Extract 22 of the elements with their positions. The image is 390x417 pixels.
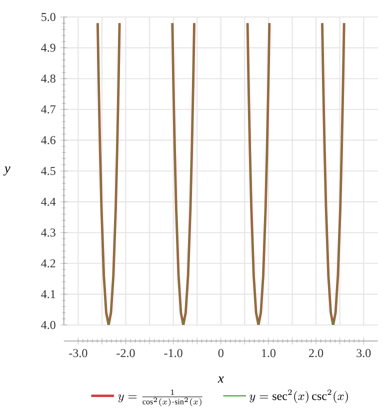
y-axis-title: y <box>3 166 10 176</box>
x-tick-label: 1.0 <box>262 349 276 358</box>
y-tick-label: 5.0 <box>42 12 56 22</box>
x-tick-label: -1.0 <box>164 349 182 358</box>
y-tick-label: 4.9 <box>41 44 56 52</box>
y-tick-label: 4.8 <box>41 74 56 83</box>
x-tick-label: 3.0 <box>356 349 371 358</box>
y-tick-label: 4.6 <box>41 136 56 144</box>
x-tick-label: 0 <box>218 349 224 358</box>
x-axis-title: x <box>218 376 224 383</box>
y-tick-label: 4.3 <box>41 228 56 237</box>
legend-label: $y=\frac{1}{\cos^2(x)\cdot\sin^2(x)}$ <box>118 390 202 406</box>
x-tick-label: -2.0 <box>116 349 135 358</box>
y-tick-label: 4.7 <box>41 105 56 114</box>
y-tick-label: 4.1 <box>41 290 56 298</box>
y-tick-label: 4.4 <box>41 198 56 206</box>
x-tick-label: -3.0 <box>69 349 88 358</box>
x-tick-label: 2.0 <box>309 349 324 358</box>
legend-label: $y=\sec^2(x)\csc^2(x)$ <box>250 390 348 403</box>
y-tick-label: 4.5 <box>41 166 56 176</box>
y-tick-label: 4.0 <box>41 320 56 330</box>
y-tick-label: 4.2 <box>41 259 56 268</box>
